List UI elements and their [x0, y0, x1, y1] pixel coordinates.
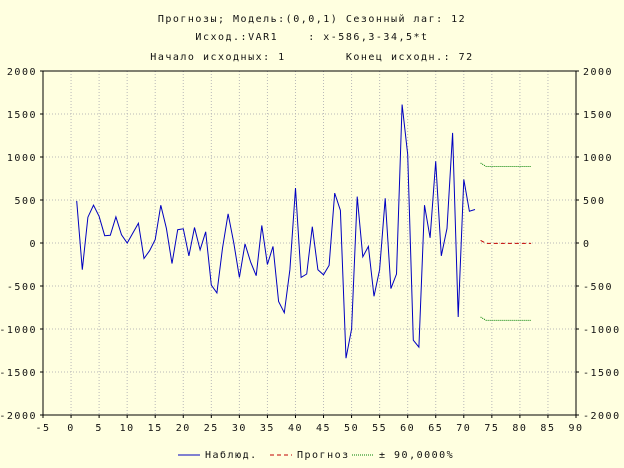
y-tick-label-right: -500 [583, 282, 613, 293]
forecast-series-line [480, 239, 532, 244]
x-tick-label: 40 [288, 423, 303, 434]
y-tick-label-right: -1000 [583, 325, 621, 336]
x-tick-label: 75 [484, 423, 499, 434]
y-tick-label-right: 0 [583, 239, 591, 250]
y-tick-label-left: 1000 [7, 153, 37, 164]
legend-label-interval: ± 90,0000% [379, 450, 454, 461]
x-tick-label: 55 [372, 423, 387, 434]
y-tick-label-right: 2000 [583, 67, 613, 78]
x-tick-label: 30 [232, 423, 247, 434]
x-tick-label: 5 [95, 423, 103, 434]
x-tick-label: 15 [148, 423, 163, 434]
x-tick-label: 80 [512, 423, 527, 434]
legend-label-observed: Наблюд. [205, 449, 258, 461]
y-tick-label-left: -2000 [0, 411, 37, 422]
y-tick-label-right: 1000 [583, 153, 613, 164]
y-tick-label-right: 1500 [583, 110, 613, 121]
x-tick-label: 65 [428, 423, 443, 434]
y-tick-label-left: -1500 [0, 368, 37, 379]
y-tick-label-right: -1500 [583, 368, 621, 379]
interval-lower-line [480, 316, 532, 321]
series-lines [76, 104, 532, 359]
x-tick-label: 90 [568, 423, 583, 434]
y-tick-label-right: 500 [583, 196, 606, 207]
y-tick-label-left: 2000 [7, 67, 37, 78]
x-tick-label: 70 [456, 423, 471, 434]
chart-title-line-3: Начало исходных: 1 Конец исходн.: 72 [150, 52, 473, 63]
axis-ticks: -5 0 5 10 15 20 25 30 35 40 45 50 55 60 65 70 75 80 85 90-2… [0, 67, 621, 434]
y-tick-label-left: 0 [29, 239, 37, 250]
interval-upper-line [480, 162, 532, 167]
legend-label-forecast: Прогноз [297, 450, 350, 461]
legend: Наблюд. Прогноз ± 90,0000% [178, 449, 454, 461]
x-tick-label: 85 [540, 423, 555, 434]
x-tick-label: 25 [204, 423, 219, 434]
x-tick-label: 20 [176, 423, 191, 434]
x-tick-label: 60 [400, 423, 415, 434]
x-tick-label: 50 [344, 423, 359, 434]
y-tick-label-left: -1000 [0, 325, 37, 336]
y-tick-label-right: -2000 [583, 411, 621, 422]
x-tick-label: 10 [120, 423, 135, 434]
y-tick-label-left: 1500 [7, 110, 37, 121]
x-tick-label: 35 [260, 423, 275, 434]
x-tick-label: -5 [35, 423, 50, 434]
y-tick-label-left: -500 [7, 282, 37, 293]
x-tick-label: 45 [316, 423, 331, 434]
y-tick-label-left: 500 [14, 196, 37, 207]
observed-series-line [76, 104, 476, 359]
x-tick-label: 0 [67, 423, 75, 434]
chart-title-line-2: Исход.:VAR1 : x-586,3-34,5*t [195, 32, 428, 43]
chart-title-line-1: Прогнозы; Модель:(0,0,1) Сезонный лаг: 1… [158, 13, 466, 25]
